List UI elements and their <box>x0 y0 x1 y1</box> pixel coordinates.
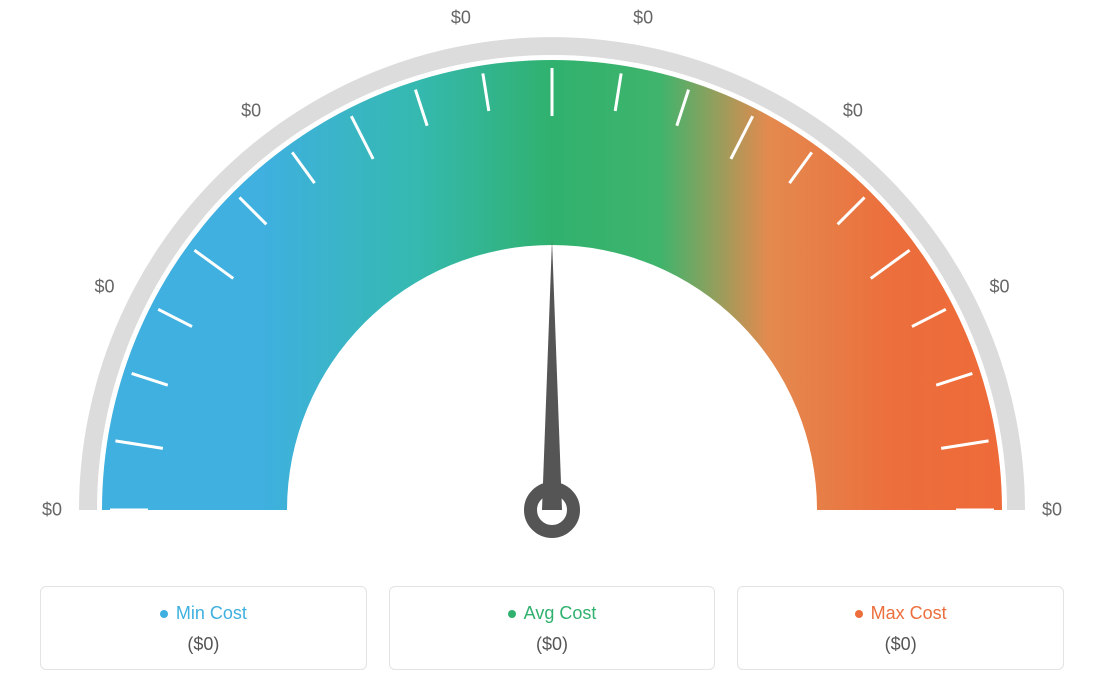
scale-label: $0 <box>95 276 115 297</box>
legend-row: Min Cost ($0) Avg Cost ($0) Max Cost ($0… <box>40 586 1064 670</box>
legend-value-min: ($0) <box>53 634 354 655</box>
scale-label: $0 <box>633 8 653 29</box>
dot-icon <box>160 610 168 618</box>
legend-title-max: Max Cost <box>855 603 947 624</box>
legend-label: Avg Cost <box>524 603 597 624</box>
scale-label: $0 <box>451 8 471 29</box>
legend-card-avg: Avg Cost ($0) <box>389 586 716 670</box>
legend-card-max: Max Cost ($0) <box>737 586 1064 670</box>
scale-label: $0 <box>42 500 62 521</box>
scale-label: $0 <box>241 100 261 121</box>
chart-container: $0 $0 $0 $0 $0 $0 $0 $0 Min Cost ($0) Avg Cost … <box>0 0 1104 690</box>
legend-card-min: Min Cost ($0) <box>40 586 367 670</box>
dot-icon <box>508 610 516 618</box>
gauge-area: $0 $0 $0 $0 $0 $0 $0 $0 <box>0 0 1104 550</box>
gauge-svg <box>0 0 1104 560</box>
scale-label: $0 <box>843 100 863 121</box>
scale-label: $0 <box>1042 500 1062 521</box>
legend-value-max: ($0) <box>750 634 1051 655</box>
scale-label: $0 <box>989 276 1009 297</box>
dot-icon <box>855 610 863 618</box>
legend-label: Max Cost <box>871 603 947 624</box>
legend-title-avg: Avg Cost <box>508 603 597 624</box>
legend-value-avg: ($0) <box>402 634 703 655</box>
legend-title-min: Min Cost <box>160 603 247 624</box>
legend-label: Min Cost <box>176 603 247 624</box>
